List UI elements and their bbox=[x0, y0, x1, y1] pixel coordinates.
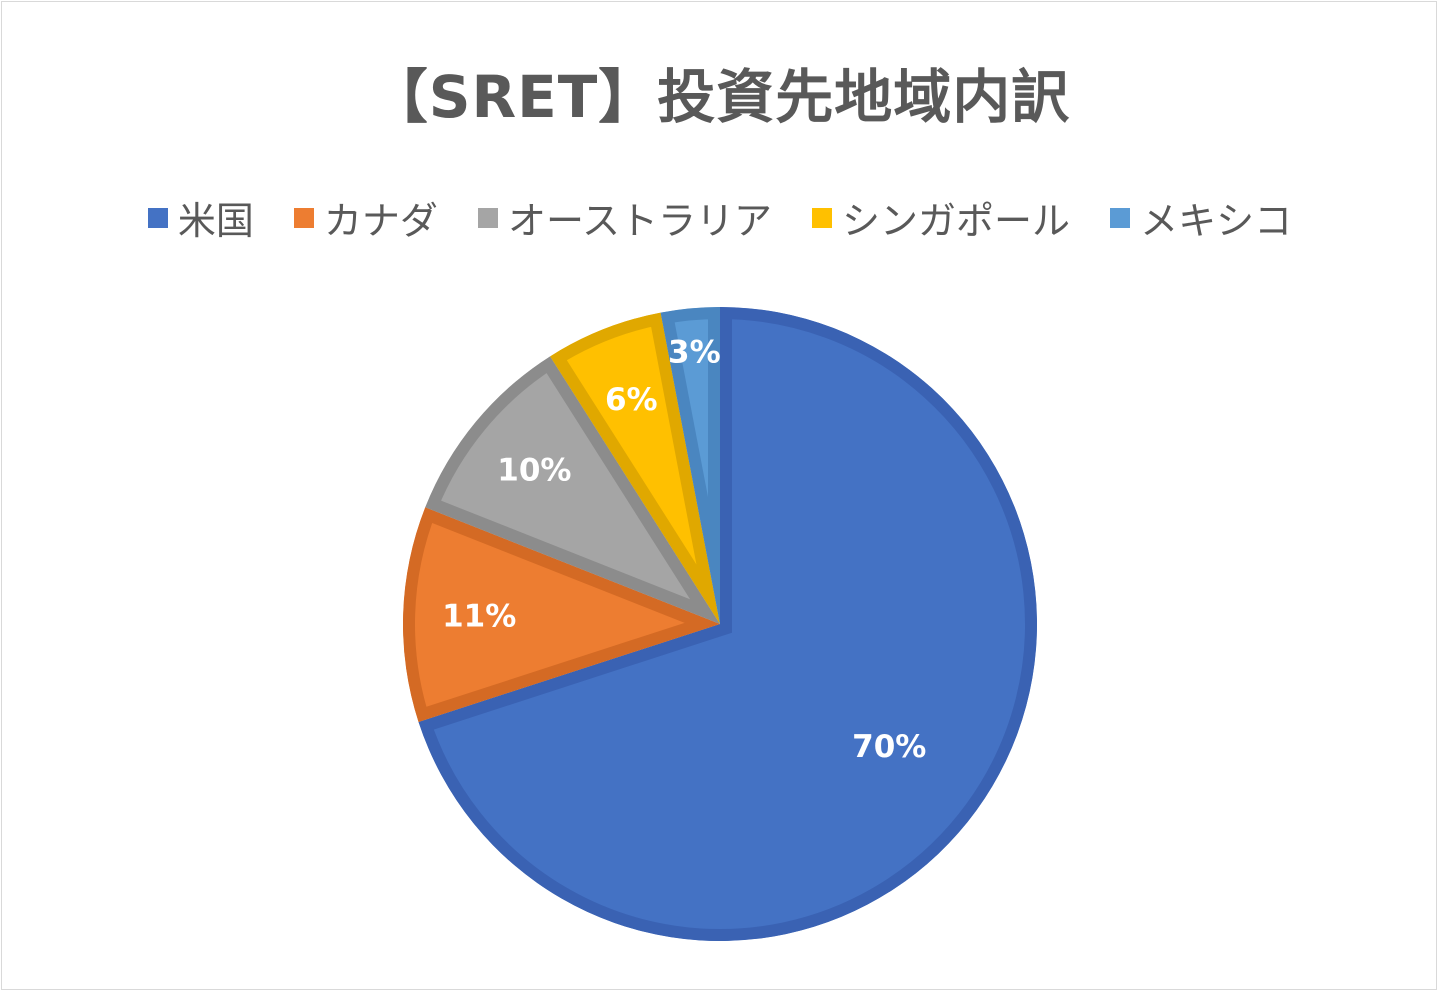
pie-slice-canada bbox=[403, 507, 720, 722]
legend-label-mexico: メキシコ bbox=[1140, 199, 1293, 243]
legend-swatch-usa bbox=[147, 207, 168, 228]
data-label-mexico: 3% bbox=[668, 335, 721, 371]
legend-label-australia: オーストラリア bbox=[507, 199, 773, 243]
legend-label-usa: 米国 bbox=[177, 199, 254, 243]
legend-swatch-mexico bbox=[1110, 207, 1131, 228]
pie-slice-usa bbox=[418, 307, 1037, 942]
legend-swatch-australia bbox=[477, 207, 498, 228]
data-label-canada: 11% bbox=[442, 598, 516, 634]
legend-label-canada: カナダ bbox=[323, 199, 438, 243]
pie-slice-singapore bbox=[550, 312, 720, 624]
legend: 米国 カナダ オーストラリア シンガポール メキシコ bbox=[0, 190, 1440, 245]
data-label-singapore: 6% bbox=[605, 382, 658, 418]
chart-title: 【SRET】投資先地域内訳 bbox=[369, 63, 1071, 131]
pie-slice-australia bbox=[425, 356, 720, 624]
legend-item-usa: 米国 bbox=[147, 190, 254, 245]
legend-item-australia: オーストラリア bbox=[477, 190, 773, 245]
data-label-australia: 10% bbox=[497, 452, 571, 488]
legend-item-singapore: シンガポール bbox=[812, 190, 1070, 245]
legend-swatch-canada bbox=[293, 207, 314, 228]
legend-item-mexico: メキシコ bbox=[1110, 190, 1292, 245]
legend-label-singapore: シンガポール bbox=[842, 199, 1071, 243]
legend-swatch-singapore bbox=[812, 207, 833, 228]
legend-item-canada: カナダ bbox=[293, 190, 438, 245]
data-label-usa: 70% bbox=[852, 729, 926, 765]
